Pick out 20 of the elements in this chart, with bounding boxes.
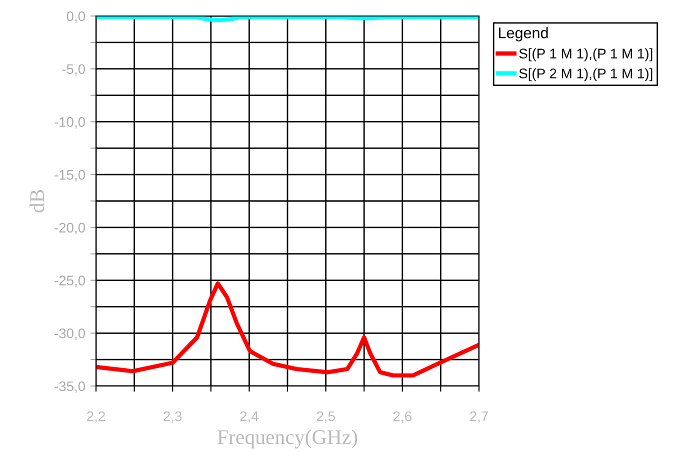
legend-label: S[(P 2 M 1),(P 1 M 1)]	[519, 68, 652, 82]
y-tick-label: -20,0	[54, 222, 86, 234]
y-tick-label: -15,0	[54, 170, 86, 182]
y-tick-label: -30,0	[54, 328, 86, 340]
x-tick-label: 2,5	[316, 411, 335, 423]
legend-label: S[(P 1 M 1),(P 1 M 1)]	[519, 48, 652, 62]
y-tick-label: -10,0	[54, 117, 86, 129]
y-tick-label: 0,0	[66, 11, 86, 23]
y-tick-label: -5,0	[62, 64, 86, 76]
x-tick-label: 2,7	[470, 411, 488, 423]
line-series	[96, 281, 479, 378]
x-tick-label: 2,3	[164, 411, 182, 423]
x-tick-label: 2,4	[240, 411, 258, 423]
x-tick-label: 2,6	[393, 411, 412, 423]
y-tick-label: -25,0	[54, 276, 86, 288]
legend-title: Legend	[499, 27, 548, 42]
x-tick-label: 2,2	[87, 411, 105, 423]
y-tick-label: -35,0	[54, 381, 86, 393]
x-axis-title: Frequency(GHz)	[218, 430, 358, 448]
y-axis-title: dB	[29, 190, 44, 212]
